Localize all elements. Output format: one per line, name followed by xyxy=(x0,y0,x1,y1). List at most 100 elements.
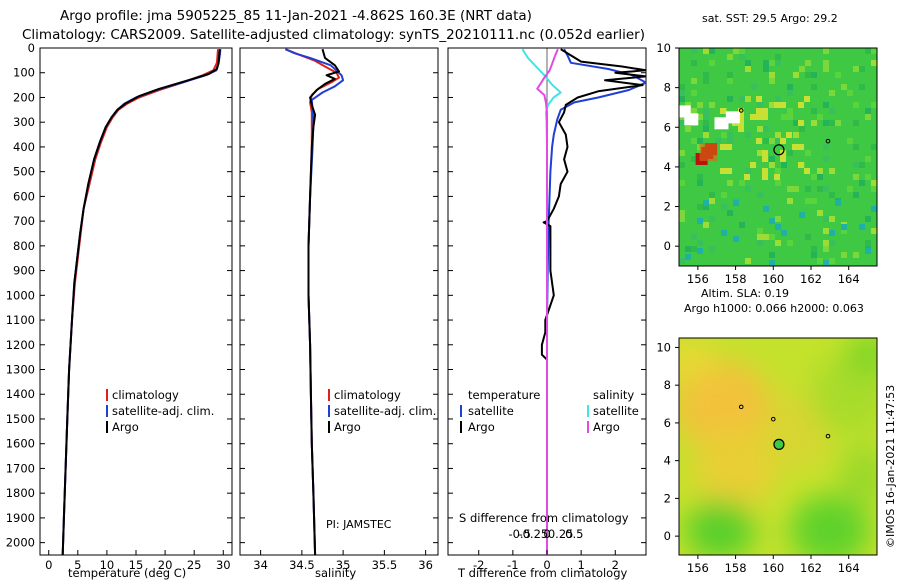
depth-tick-label: 900 xyxy=(13,264,35,278)
sst-pixel xyxy=(745,132,751,138)
map-x-tick-label: 160 xyxy=(762,561,784,575)
sst-pixel xyxy=(763,234,769,240)
sst-pixel xyxy=(745,60,751,66)
sst-pixel xyxy=(823,102,829,108)
sst-cool-pixel xyxy=(685,254,691,260)
temperature-series xyxy=(61,49,222,555)
s-diff-tick-label: 0.5 xyxy=(565,527,583,541)
map-x-tick-label: 164 xyxy=(838,272,860,286)
sst-pixel xyxy=(865,114,871,120)
sst-cool-pixel xyxy=(721,230,727,236)
depth-tick-label: 400 xyxy=(13,140,35,154)
map-y-tick-label: 10 xyxy=(656,41,671,55)
sst-pixel xyxy=(679,180,685,186)
sst-warm-pixel xyxy=(738,120,744,126)
island-marker xyxy=(770,416,776,422)
sst-pixel xyxy=(679,150,685,156)
sst-pixel xyxy=(691,60,697,66)
sst-pixel xyxy=(697,174,703,180)
sst-pixel xyxy=(733,48,739,54)
s-diff-tick-label: -0.5 xyxy=(508,527,530,541)
salinity-xlabel: salinity xyxy=(315,566,356,580)
sst-pixel xyxy=(871,228,877,234)
x-tick-label: 30 xyxy=(216,558,231,572)
sst-pixel xyxy=(811,120,817,126)
series-argo xyxy=(61,49,221,555)
sst-warm-pixel xyxy=(762,168,768,174)
sst-pixel xyxy=(853,120,859,126)
sst-warm-pixel xyxy=(762,150,768,156)
legend-label-t-argo: Argo xyxy=(468,420,495,434)
x-axis-ticks: 0 5 10 15 20 25 30 34 34.5 35 35.5 36 -2 -1 0 1 2 xyxy=(45,550,619,572)
sst-pixel xyxy=(679,90,685,96)
sla-field xyxy=(679,338,877,555)
depth-tick-label: 2000 xyxy=(6,536,35,550)
map-y-tick-label: 2 xyxy=(664,491,671,505)
sst-pixel xyxy=(727,138,733,144)
map-x-tick-label: 162 xyxy=(800,561,822,575)
sst-pixel xyxy=(811,198,817,204)
sst-pixel xyxy=(871,180,877,186)
series-climatology xyxy=(61,49,219,555)
sst-pixel xyxy=(871,48,877,54)
sst-warm-pixel xyxy=(720,144,726,150)
sst-pixel xyxy=(817,174,823,180)
sst-pixel xyxy=(727,96,733,102)
sst-pixel xyxy=(841,84,847,90)
island-marker xyxy=(738,108,744,113)
sst-pixel xyxy=(727,210,733,216)
sst-pixel xyxy=(769,78,775,84)
sst-pixel xyxy=(811,72,817,78)
sst-cloud-mask xyxy=(684,113,699,126)
island-marker xyxy=(825,433,831,439)
sst-cool-pixel xyxy=(865,248,871,254)
sst-pixel xyxy=(805,72,811,78)
sst-warm-pixel xyxy=(738,108,744,114)
sst-warm-pixel xyxy=(750,162,756,168)
map-y-tick-label: 0 xyxy=(664,239,671,253)
x-tick-label: 35.5 xyxy=(372,558,398,572)
map-x-tick-label: 156 xyxy=(687,272,709,286)
depth-tick-label: 1200 xyxy=(6,338,35,352)
sst-pixel xyxy=(697,102,703,108)
sst-pixel xyxy=(703,72,709,78)
sst-pixel xyxy=(859,84,865,90)
sst-pixel xyxy=(865,216,871,222)
sst-pixels xyxy=(679,48,877,266)
sst-pixel xyxy=(847,138,853,144)
sst-pixel xyxy=(697,204,703,210)
sst-pixel xyxy=(727,54,733,60)
sst-pixel xyxy=(691,138,697,144)
depth-tick-label: 1900 xyxy=(6,511,35,525)
sst-pixel xyxy=(871,186,877,192)
sst-pixel xyxy=(823,216,829,222)
sst-pixel xyxy=(703,204,709,210)
sst-pixel xyxy=(829,216,835,222)
x-tick-label: 10 xyxy=(100,558,115,572)
sst-pixel xyxy=(871,102,877,108)
sst-pixel xyxy=(727,78,733,84)
sst-pixel xyxy=(829,108,835,114)
sst-pixel xyxy=(853,102,859,108)
sst-pixel xyxy=(679,162,685,168)
series-satellite xyxy=(61,49,222,555)
sst-cool-pixel xyxy=(835,200,841,206)
sst-pixel xyxy=(775,138,781,144)
sst-warm-pixel xyxy=(738,126,744,132)
sst-pixel xyxy=(787,198,793,204)
sst-pixel xyxy=(679,84,685,90)
x-tick-label: 34.5 xyxy=(289,558,315,572)
sst-pixel xyxy=(703,78,709,84)
depth-tick-label: 1600 xyxy=(6,437,35,451)
legend-label-argo: Argo xyxy=(334,420,361,434)
sst-pixel xyxy=(685,102,691,108)
sst-pixel xyxy=(709,246,715,252)
sst-cool-pixel xyxy=(841,224,847,230)
map-y-tick-label: 2 xyxy=(664,200,671,214)
sst-pixel xyxy=(781,162,787,168)
sst-pixel xyxy=(763,138,769,144)
sst-pixel xyxy=(745,258,751,264)
sst-pixel xyxy=(811,246,817,252)
salinity-legend: climatology satellite-adj. clim. Argo xyxy=(328,388,436,434)
